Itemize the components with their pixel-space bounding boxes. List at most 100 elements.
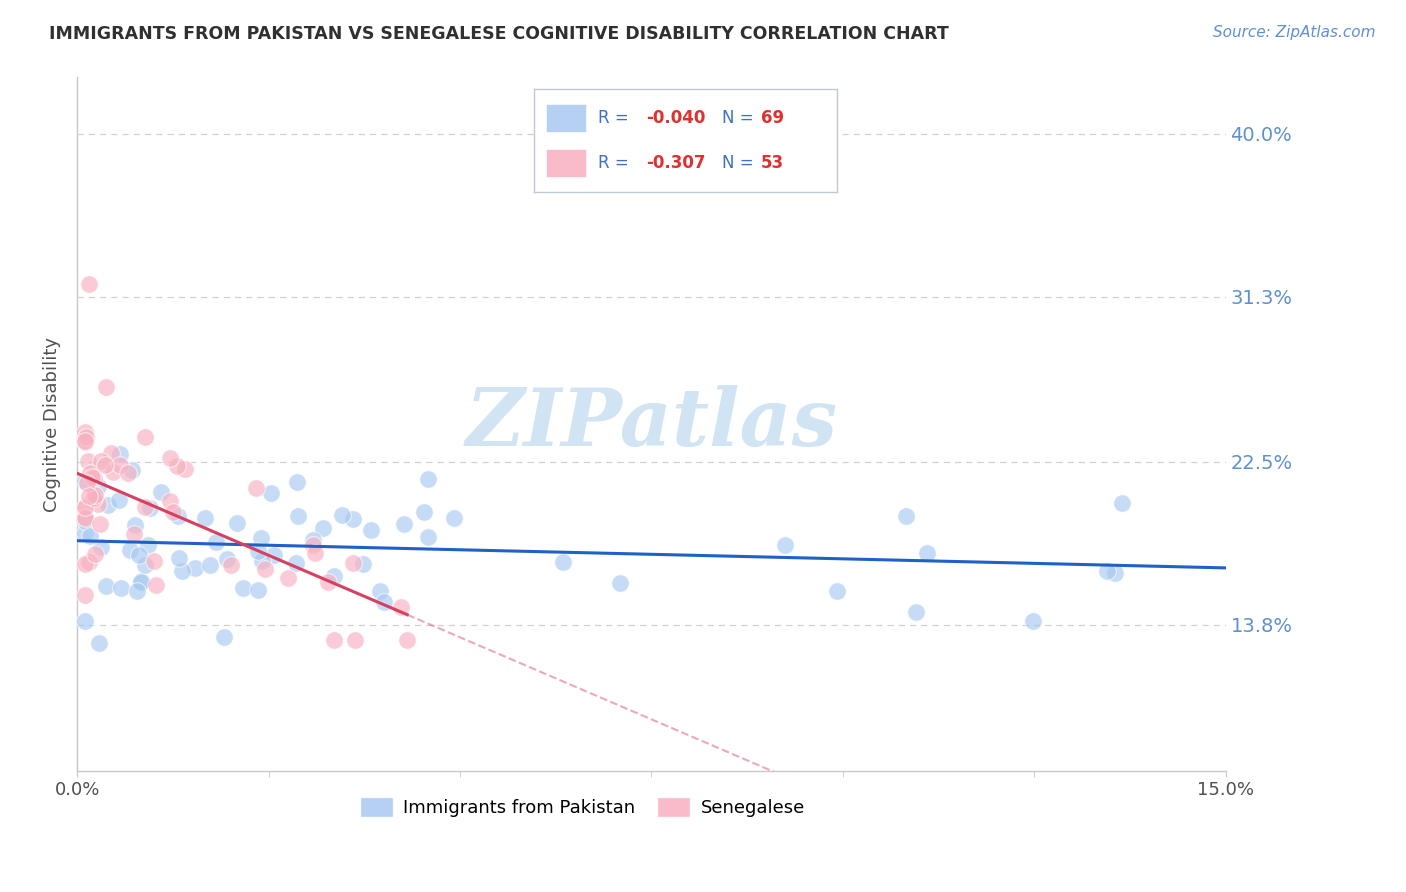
- Point: [373, 595, 395, 609]
- Point: [73, 434, 96, 448]
- Point: [352, 557, 374, 571]
- Point: [1022, 615, 1045, 629]
- Point: [342, 556, 364, 570]
- Point: [134, 558, 156, 572]
- Point: [323, 568, 346, 582]
- Point: [316, 575, 339, 590]
- Point: [94, 579, 117, 593]
- Point: [392, 516, 415, 531]
- Text: R =: R =: [598, 154, 634, 172]
- Point: [174, 462, 197, 476]
- Bar: [547, 103, 586, 132]
- Point: [73, 474, 96, 488]
- Point: [166, 458, 188, 473]
- Point: [73, 509, 96, 524]
- Point: [443, 511, 465, 525]
- Point: [94, 458, 117, 472]
- Point: [1104, 566, 1126, 580]
- Point: [416, 530, 439, 544]
- Point: [330, 508, 353, 523]
- Point: [76, 475, 98, 490]
- Point: [75, 435, 97, 450]
- Text: 69: 69: [761, 109, 785, 127]
- Point: [89, 516, 111, 531]
- Point: [159, 451, 181, 466]
- Text: N =: N =: [721, 109, 759, 127]
- Point: [896, 508, 918, 523]
- Point: [200, 558, 222, 572]
- Point: [73, 510, 96, 524]
- Point: [108, 493, 131, 508]
- Point: [87, 497, 110, 511]
- Point: [219, 558, 242, 572]
- Point: [90, 454, 112, 468]
- Point: [134, 429, 156, 443]
- Point: [97, 498, 120, 512]
- Point: [247, 543, 270, 558]
- Point: [344, 632, 367, 647]
- Point: [170, 565, 193, 579]
- Point: [83, 488, 105, 502]
- Point: [79, 466, 101, 480]
- Point: [73, 557, 96, 571]
- Point: [117, 466, 139, 480]
- Point: [825, 584, 848, 599]
- Point: [212, 630, 235, 644]
- Point: [150, 485, 173, 500]
- Point: [73, 614, 96, 628]
- Point: [128, 548, 150, 562]
- Point: [73, 526, 96, 541]
- Point: [167, 551, 190, 566]
- Point: [125, 584, 148, 599]
- Legend: Immigrants from Pakistan, Senegalese: Immigrants from Pakistan, Senegalese: [353, 789, 813, 824]
- Point: [129, 574, 152, 589]
- Point: [342, 512, 364, 526]
- Point: [205, 534, 228, 549]
- Point: [124, 518, 146, 533]
- Text: ZIPatlas: ZIPatlas: [465, 385, 838, 463]
- Point: [129, 574, 152, 588]
- Point: [79, 489, 101, 503]
- Point: [416, 472, 439, 486]
- Point: [76, 453, 98, 467]
- Point: [139, 501, 162, 516]
- Point: [87, 479, 110, 493]
- Point: [120, 542, 142, 557]
- Point: [312, 521, 335, 535]
- Point: [136, 538, 159, 552]
- Point: [145, 578, 167, 592]
- Point: [396, 632, 419, 647]
- Text: Source: ZipAtlas.com: Source: ZipAtlas.com: [1212, 25, 1375, 40]
- Text: N =: N =: [721, 154, 759, 172]
- Point: [108, 458, 131, 473]
- Point: [100, 445, 122, 459]
- Point: [246, 582, 269, 597]
- Point: [301, 533, 323, 547]
- Point: [245, 481, 267, 495]
- Point: [226, 516, 249, 530]
- Point: [73, 514, 96, 528]
- Point: [90, 541, 112, 555]
- Point: [73, 425, 96, 439]
- Text: IMMIGRANTS FROM PAKISTAN VS SENEGALESE COGNITIVE DISABILITY CORRELATION CHART: IMMIGRANTS FROM PAKISTAN VS SENEGALESE C…: [49, 25, 949, 43]
- Text: -0.040: -0.040: [647, 109, 706, 127]
- Point: [368, 584, 391, 599]
- Point: [83, 491, 105, 506]
- Point: [122, 527, 145, 541]
- Bar: [547, 149, 586, 178]
- Point: [134, 500, 156, 515]
- Point: [83, 470, 105, 484]
- Point: [194, 511, 217, 525]
- Point: [304, 546, 326, 560]
- Point: [75, 430, 97, 444]
- Point: [121, 463, 143, 477]
- Text: 53: 53: [761, 154, 785, 172]
- Point: [232, 581, 254, 595]
- Point: [609, 575, 631, 590]
- Point: [322, 632, 344, 647]
- Point: [253, 562, 276, 576]
- Point: [108, 447, 131, 461]
- Point: [260, 485, 283, 500]
- Point: [905, 606, 928, 620]
- Point: [1095, 565, 1118, 579]
